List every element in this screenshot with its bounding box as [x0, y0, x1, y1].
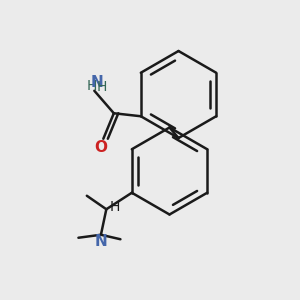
- Text: N: N: [90, 75, 103, 90]
- Text: H: H: [110, 200, 120, 214]
- Text: N: N: [94, 234, 107, 249]
- Text: O: O: [94, 140, 107, 154]
- Text: H: H: [97, 80, 107, 94]
- Text: H: H: [87, 79, 97, 93]
